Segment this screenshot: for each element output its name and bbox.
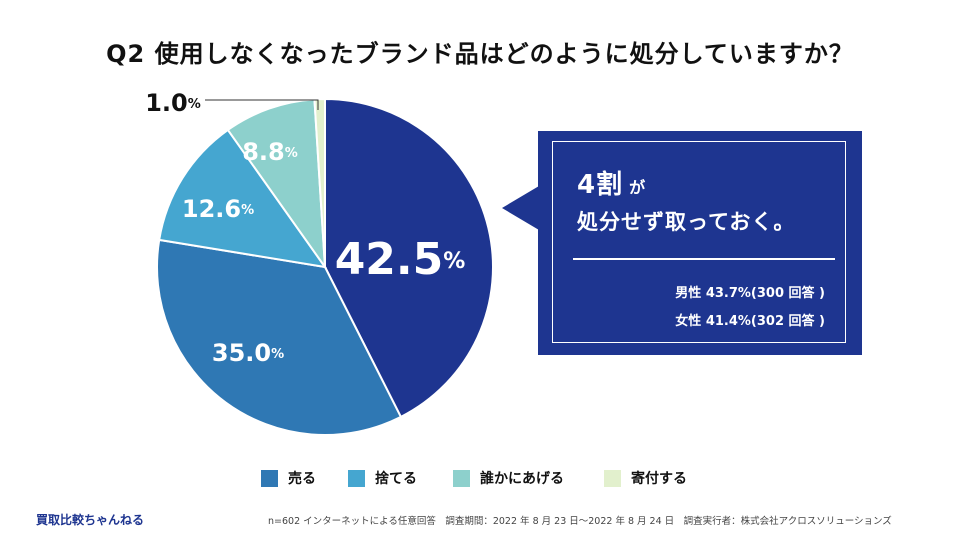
slice-give: [158, 128, 328, 269]
legend-label-sell: 売る: [288, 471, 316, 487]
slice-give-value-label: 12.6%: [182, 195, 254, 223]
chart-title: Q2 使用しなくなったブランド品はどのように処分していますか？: [106, 40, 854, 68]
survey-note: n=602 インターネットによる任意回答 調査期間：2022 年 8 月 23 …: [268, 516, 892, 527]
legend-swatch-give: [453, 469, 470, 487]
callout-headline: 4割が: [577, 164, 646, 201]
legend-label-discard: 捨てる: [375, 471, 417, 487]
brand-name: 買取比較ちゃんねる: [36, 513, 145, 527]
slice-other: [313, 97, 326, 268]
slice-donate-value-label: 8.8%: [242, 138, 298, 166]
slice-discard: [156, 238, 403, 436]
stat-female: 女性 41.4%(302 回答 ): [675, 314, 825, 329]
callout-subheadline: 処分せず取っておく。: [577, 210, 796, 234]
legend-swatch-sell: [261, 469, 278, 487]
legend-item-give: 誰かにあげる: [453, 468, 564, 488]
stat-male: 男性 43.7%(300 回答 ): [675, 286, 825, 301]
slice-leader-line: [205, 99, 319, 110]
callout-box: 4割が 処分せず取っておく。 男性 43.7%(300 回答 ) 女性 41.4…: [538, 131, 862, 355]
legend-swatch-donate: [604, 469, 621, 487]
slice-sell: [324, 97, 494, 419]
callout-divider: [573, 258, 835, 260]
legend: 売る 捨てる 誰かにあげる 寄付する: [0, 468, 960, 488]
slice-discard-value-label: 35.0%: [212, 339, 284, 367]
slice-other-value-label: 1.0%: [145, 89, 201, 117]
slice-donate: [226, 98, 327, 271]
legend-label-donate: 寄付する: [631, 471, 687, 487]
legend-item-sell: 売る: [261, 468, 316, 488]
legend-label-give: 誰かにあげる: [480, 471, 564, 487]
callout-arrow: [502, 186, 539, 230]
legend-item-discard: 捨てる: [348, 468, 417, 488]
callout-headline-big: 4割: [577, 170, 624, 200]
legend-item-donate: 寄付する: [604, 468, 687, 488]
slice-sell-value-label: 42.5%: [335, 234, 466, 285]
callout-headline-small: が: [629, 178, 647, 197]
legend-swatch-discard: [348, 469, 365, 487]
callout-inner-frame: 4割が 処分せず取っておく。 男性 43.7%(300 回答 ) 女性 41.4…: [552, 141, 846, 343]
